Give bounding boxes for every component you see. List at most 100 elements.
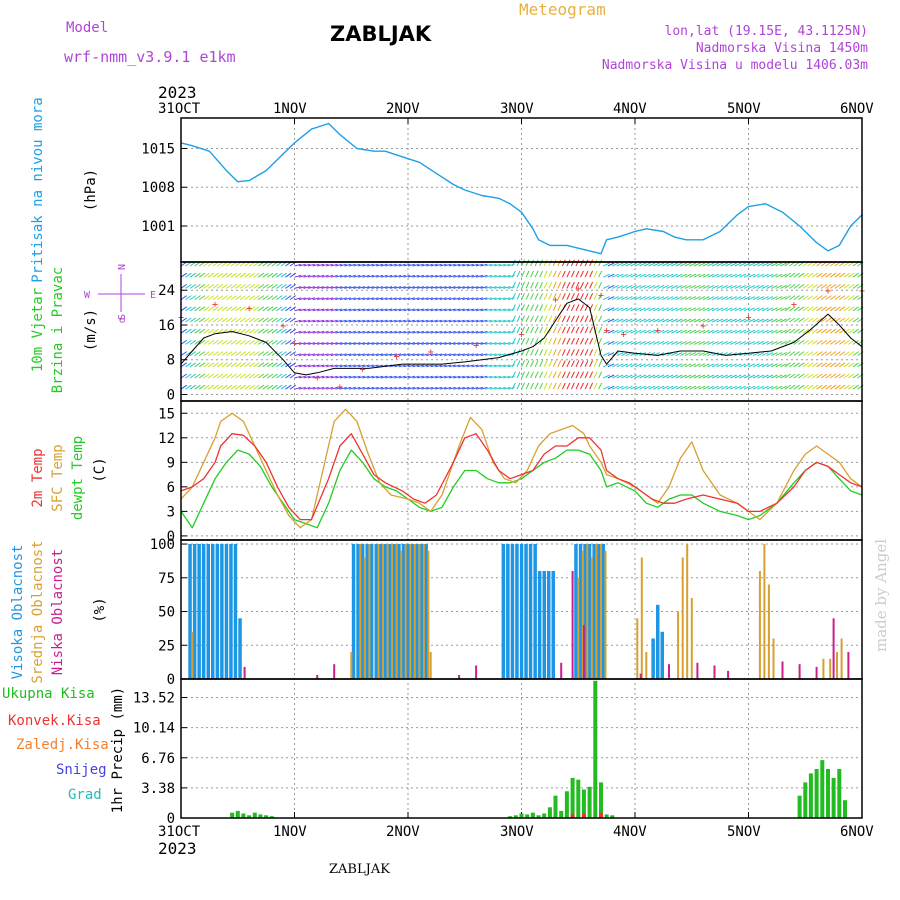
wind-barb <box>521 337 525 345</box>
wind-barb <box>566 337 571 345</box>
wind-barb <box>298 319 306 323</box>
precip-total-bar <box>610 815 615 818</box>
wind-barb <box>743 363 751 368</box>
precip-total-bar <box>576 779 581 818</box>
wind-gust-marker: + <box>598 291 604 302</box>
wind-barb <box>489 308 497 312</box>
wind-barb <box>575 315 580 323</box>
wind-barb <box>802 306 809 312</box>
precip-total-bar <box>235 810 240 818</box>
wind-barb <box>498 353 506 357</box>
wind-barb <box>421 353 429 357</box>
cloud-mid-bar <box>413 544 416 679</box>
wind-barb <box>793 384 800 390</box>
wind-barb <box>371 297 379 301</box>
precip-total-bar <box>508 816 513 818</box>
wind-barb <box>430 297 438 301</box>
wind-barb <box>648 284 656 289</box>
wind-barb <box>257 272 265 278</box>
wind-barb <box>262 362 269 368</box>
wind-barb <box>271 384 278 390</box>
wind-barb <box>789 373 796 379</box>
wind-barb <box>775 307 783 312</box>
wind-barb <box>471 386 479 390</box>
cloud-mid-bar <box>767 584 770 679</box>
wind-barb <box>829 362 837 368</box>
dewpoint-line <box>180 449 863 529</box>
wind-barb <box>498 386 506 390</box>
wind-barb <box>494 297 502 301</box>
wind-barb <box>239 328 247 334</box>
wind-barb <box>271 328 278 334</box>
top-date-label: 31OCT <box>158 101 201 117</box>
wind-barb <box>435 263 443 267</box>
wind-barb <box>616 352 624 357</box>
wind-barb <box>380 286 388 289</box>
wind-barb <box>552 315 557 323</box>
wind-barb <box>534 315 539 323</box>
wind-barb <box>761 352 769 357</box>
wind-barb <box>276 306 283 312</box>
wind-barb <box>780 318 787 323</box>
wind-barb <box>344 308 352 312</box>
wind-barb <box>739 363 747 368</box>
bottom-date-label: 1NOV <box>273 824 307 840</box>
wind-barb <box>802 362 809 368</box>
wind-barb <box>389 353 397 357</box>
wind-barb <box>298 297 306 301</box>
elevation-label: Nadmorska Visina 1450m <box>695 41 868 56</box>
cloud-mid-bar <box>368 544 371 679</box>
wind-barb <box>280 384 287 390</box>
wind-barb <box>680 318 687 323</box>
cloud-mid-bar <box>822 658 825 679</box>
cloud-high-bar <box>547 571 551 679</box>
wind-barb <box>666 374 674 379</box>
wind-barb <box>185 373 192 379</box>
wind-barb <box>616 385 624 390</box>
wind-barb <box>584 326 589 334</box>
wind-barb <box>280 339 287 345</box>
precip-total-bar <box>553 795 558 818</box>
wind-barb <box>498 308 506 312</box>
wind-barb <box>634 363 642 368</box>
wind-barb <box>298 330 306 334</box>
wind-barb <box>680 363 687 368</box>
wind-barb <box>816 384 823 390</box>
wind-barb <box>207 373 215 379</box>
wind-barb <box>693 385 701 390</box>
wind-barb <box>280 362 287 368</box>
wind-barb <box>285 317 292 323</box>
wind-barb <box>230 295 237 301</box>
wind-barb <box>757 374 765 379</box>
wind-barb <box>652 329 660 334</box>
wind-barb <box>575 281 580 289</box>
wind-barb <box>534 326 539 334</box>
wind-barb <box>189 317 197 323</box>
wind-barb <box>448 342 456 345</box>
wind-barb <box>180 362 187 368</box>
wind-barb <box>607 329 615 334</box>
wind-barb <box>602 296 610 301</box>
wind-barb <box>207 295 215 301</box>
wind-barb <box>357 386 365 390</box>
wind-barb <box>671 273 678 278</box>
wind-barb <box>811 373 819 379</box>
cloud-low-bar <box>727 670 730 679</box>
wind-barb <box>226 362 233 368</box>
wind-barb <box>435 353 443 357</box>
wind-barb <box>711 363 719 368</box>
wind-barb <box>766 273 774 278</box>
wind-barb <box>267 283 274 289</box>
compass-west-label: W <box>84 290 91 301</box>
wind-barb <box>285 295 292 301</box>
wind-barb <box>743 284 751 289</box>
wind-barb <box>511 304 516 312</box>
wind-barb <box>489 263 497 267</box>
wind-barb <box>725 284 733 289</box>
wind-barb <box>839 351 846 357</box>
wind-barb <box>453 319 461 323</box>
wind-barb <box>475 375 484 379</box>
wind-barb <box>366 308 375 312</box>
wind-barb <box>748 385 756 390</box>
wind-barb <box>548 270 553 278</box>
